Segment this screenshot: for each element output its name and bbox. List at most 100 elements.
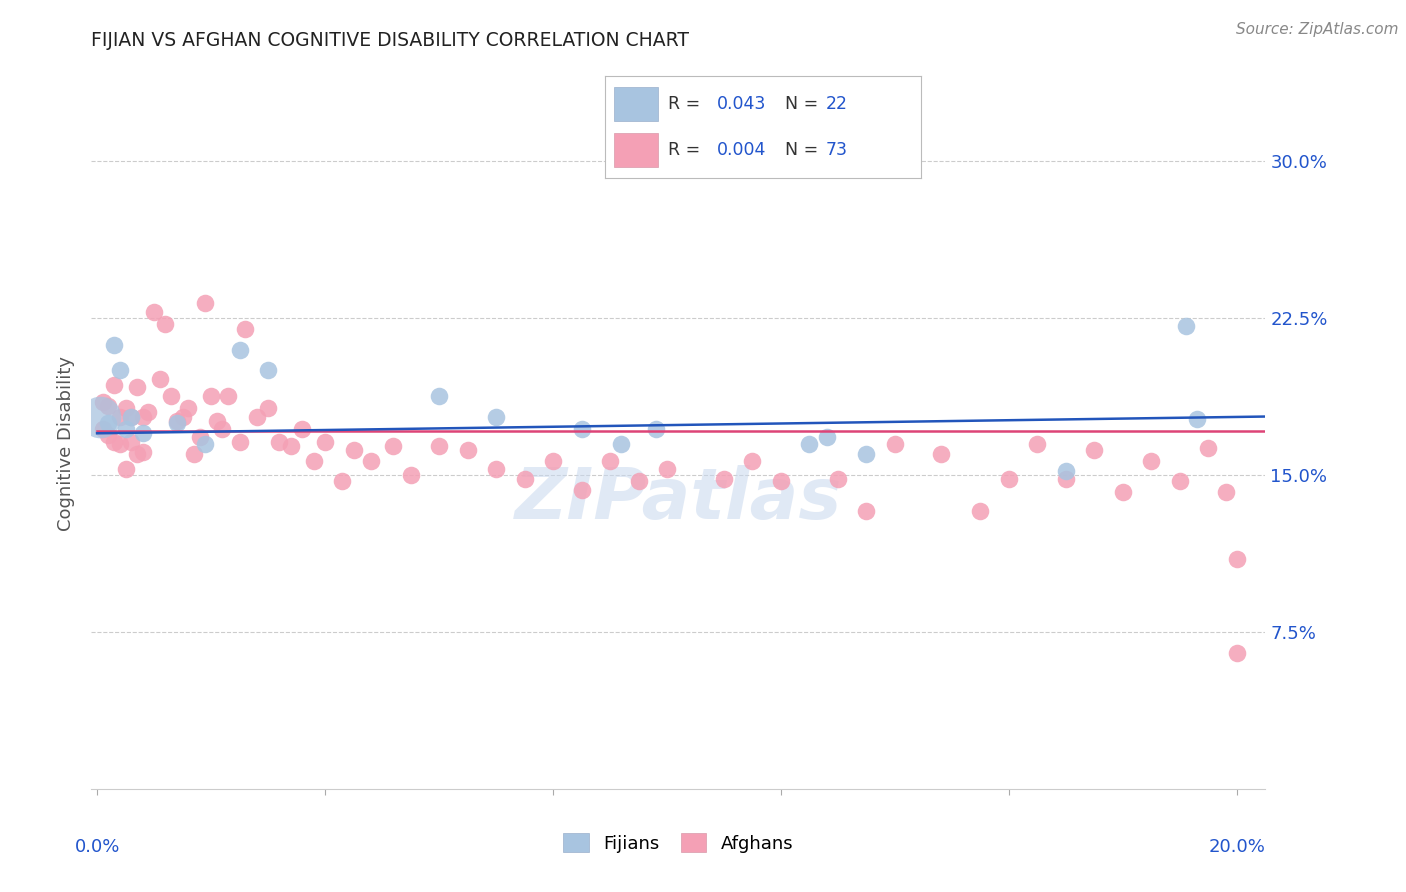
Point	[1185, 411, 1208, 425]
Point	[741, 453, 763, 467]
Point	[655, 462, 678, 476]
Point	[114, 462, 136, 476]
Text: 0.043: 0.043	[717, 95, 766, 113]
Point	[599, 453, 621, 467]
Text: R =: R =	[668, 95, 706, 113]
Point	[291, 422, 314, 436]
Point	[228, 343, 250, 357]
Point	[183, 447, 205, 461]
Point	[269, 434, 291, 449]
Point	[205, 414, 228, 428]
Point	[644, 422, 666, 436]
Bar	[614, 133, 658, 167]
Point	[360, 453, 382, 467]
Point	[97, 428, 120, 442]
Point	[382, 439, 405, 453]
Text: N =: N =	[785, 141, 824, 159]
Point	[610, 437, 633, 451]
Point	[89, 409, 111, 424]
Point	[217, 388, 239, 402]
Point	[131, 426, 153, 441]
Point	[211, 422, 233, 436]
Point	[166, 416, 188, 430]
Point	[1174, 319, 1197, 334]
Point	[769, 475, 792, 489]
Text: 0.0%: 0.0%	[75, 838, 120, 855]
Point	[1197, 441, 1219, 455]
Text: 20.0%: 20.0%	[1209, 838, 1265, 855]
Point	[172, 409, 194, 424]
Point	[1112, 485, 1135, 500]
Point	[1140, 453, 1163, 467]
Point	[125, 380, 148, 394]
Point	[131, 445, 153, 459]
Point	[815, 430, 838, 444]
Point	[1026, 437, 1049, 451]
Point	[103, 434, 125, 449]
Point	[114, 422, 136, 436]
Point	[91, 422, 114, 436]
Point	[485, 462, 508, 476]
Point	[108, 409, 131, 424]
Point	[103, 378, 125, 392]
Point	[969, 504, 991, 518]
Point	[855, 504, 877, 518]
Point	[1054, 464, 1077, 478]
Point	[799, 437, 821, 451]
Point	[143, 305, 166, 319]
Point	[200, 388, 222, 402]
Text: FIJIAN VS AFGHAN COGNITIVE DISABILITY CORRELATION CHART: FIJIAN VS AFGHAN COGNITIVE DISABILITY CO…	[91, 31, 689, 50]
Point	[97, 399, 120, 413]
Point	[929, 447, 952, 461]
Point	[1226, 552, 1249, 566]
Point	[330, 475, 353, 489]
Point	[280, 439, 302, 453]
Point	[91, 395, 114, 409]
Point	[228, 434, 250, 449]
Text: N =: N =	[785, 95, 824, 113]
Point	[855, 447, 877, 461]
Text: R =: R =	[668, 141, 706, 159]
Point	[188, 430, 211, 444]
Point	[246, 409, 269, 424]
Text: Source: ZipAtlas.com: Source: ZipAtlas.com	[1236, 22, 1399, 37]
Text: 73: 73	[827, 141, 848, 159]
Bar	[614, 87, 658, 121]
Point	[571, 422, 593, 436]
Point	[149, 372, 172, 386]
Point	[1083, 443, 1105, 458]
Point	[257, 401, 280, 416]
Point	[120, 409, 142, 424]
Point	[884, 437, 907, 451]
Point	[541, 453, 564, 467]
Point	[138, 405, 160, 419]
Point	[399, 468, 422, 483]
Point	[627, 475, 650, 489]
Point	[827, 472, 849, 486]
Point	[108, 363, 131, 377]
Point	[166, 414, 188, 428]
Text: ZIPatlas: ZIPatlas	[515, 465, 842, 533]
Point	[160, 388, 183, 402]
Point	[302, 453, 325, 467]
Point	[485, 409, 508, 424]
Point	[427, 439, 450, 453]
Point	[108, 437, 131, 451]
Point	[131, 409, 153, 424]
Text: 0.004: 0.004	[717, 141, 766, 159]
Point	[427, 388, 450, 402]
Point	[1215, 485, 1237, 500]
Legend: Fijians, Afghans: Fijians, Afghans	[557, 826, 800, 860]
Point	[1226, 646, 1249, 660]
Point	[155, 318, 177, 332]
Point	[97, 416, 120, 430]
Point	[125, 447, 148, 461]
Point	[114, 401, 136, 416]
Point	[457, 443, 479, 458]
Point	[713, 472, 735, 486]
Point	[233, 321, 256, 335]
Point	[120, 409, 142, 424]
Point	[342, 443, 364, 458]
Point	[1168, 475, 1191, 489]
Y-axis label: Cognitive Disability: Cognitive Disability	[56, 356, 75, 532]
